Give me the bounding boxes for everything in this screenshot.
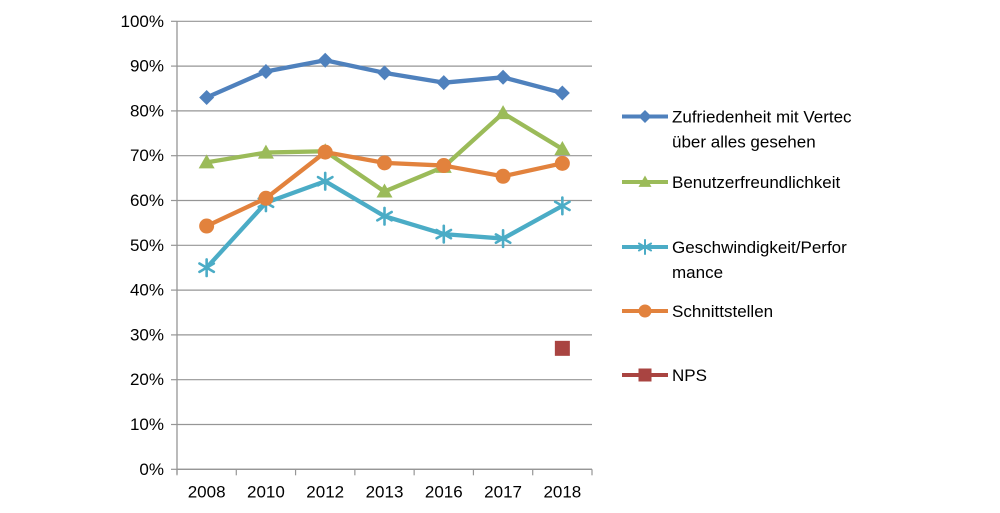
x-tick-label: 2012 [306,482,344,501]
legend-label-geschwindigkeit: Geschwindigkeit/Perfor [672,238,847,257]
legend-marker-square-icon [638,368,652,382]
axes [171,20,593,476]
y-tick-label: 40% [130,281,164,300]
data-point-benutzerfreundlichkeit-2010 [257,144,274,159]
data-point-schnittstellen-2012 [317,144,333,160]
data-point-benutzerfreundlichkeit-2013 [376,183,393,198]
data-point-geschwindigkeit-2013 [376,206,393,226]
data-point-schnittstellen-2010 [258,190,274,206]
data-point-benutzerfreundlichkeit-2008 [198,154,215,169]
asterisk-spoke [376,210,393,222]
legend-marker-diamond-icon [638,110,652,123]
series-zufriedenheit [199,52,570,105]
data-point-zufriedenheit-2016 [436,75,452,91]
legend-item-zufriedenheit: Zufriedenheit mit Vertec über alles geseh… [622,108,852,152]
legend-label-benutzerfreundlichkeit: Benutzerfreundlichkeit [672,173,840,192]
asterisk-spoke [553,200,571,212]
x-tick-label: 2008 [188,482,226,501]
x-tick-label: 2018 [543,482,581,501]
data-point-benutzerfreundlichkeit-2018 [554,140,571,155]
legend-item-geschwindigkeit: Geschwindigkeit/Perfor mance [622,238,847,282]
legend-marker-asterisk-icon [637,239,653,255]
data-point-zufriedenheit-2010 [258,63,274,79]
y-tick-label: 10% [130,415,164,434]
legend-label-zufriedenheit: Zufriedenheit mit Vertec [672,108,852,127]
data-point-geschwindigkeit-2018 [553,196,571,216]
series-nps [554,340,570,356]
x-tick-label: 2013 [366,482,404,501]
data-point-schnittstellen-2013 [377,155,392,171]
data-point-geschwindigkeit-2008 [198,258,216,278]
legend-item-benutzerfreundlichkeit: Benutzerfreundlichkeit [622,173,840,192]
y-tick-label: 90% [130,57,164,76]
data-point-geschwindigkeit-2016 [435,224,453,244]
legend-label-geschwindigkeit: mance [672,263,723,282]
legend-item-schnittstellen: Schnittstellen [622,302,773,321]
legend-label-zufriedenheit: über alles gesehen [672,133,816,152]
data-point-schnittstellen-2016 [436,158,452,174]
data-point-zufriedenheit-2017 [495,69,511,85]
series-schnittstellen [199,144,570,234]
data-point-geschwindigkeit-2017 [494,228,512,249]
y-tick-label: 50% [130,236,164,255]
legend-label-nps: NPS [672,366,707,385]
y-tick-label: 20% [130,370,164,389]
x-tick-label: 2010 [247,482,285,501]
data-point-benutzerfreundlichkeit-2017 [495,105,512,120]
data-point-schnittstellen-2017 [495,168,511,184]
data-point-zufriedenheit-2013 [377,65,392,81]
x-tick-label: 2017 [484,482,522,501]
asterisk-spoke [435,228,453,240]
asterisk-spoke [316,175,334,187]
data-point-schnittstellen-2008 [199,218,215,234]
y-tick-label: 0% [139,460,164,479]
legend: Zufriedenheit mit Vertec über alles geseh… [622,108,852,385]
legend-marker-triangle-icon [638,175,652,187]
x-tick-label: 2016 [425,482,463,501]
asterisk-spoke [637,242,653,252]
y-axis-labels: 0% 10% 20% 30% 40% 50% 60% 70% 80% 90% 100% [121,12,164,479]
asterisk-spoke [198,262,216,274]
legend-item-nps: NPS [622,366,707,385]
data-point-geschwindigkeit-2012 [316,171,334,191]
data-point-zufriedenheit-2008 [199,89,215,105]
data-point-schnittstellen-2018 [554,155,570,171]
y-tick-label: 60% [130,191,164,210]
y-tick-label: 100% [121,12,164,31]
y-tick-label: 30% [130,325,164,344]
legend-label-schnittstellen: Schnittstellen [672,302,773,321]
data-point-zufriedenheit-2018 [554,85,570,101]
y-tick-label: 70% [130,146,164,165]
x-axis-labels: 2008 2010 2012 2013 2016 2017 2018 [188,482,582,501]
legend-marker-circle-icon [638,304,652,318]
data-point-zufriedenheit-2012 [317,52,333,68]
data-point-nps-2018 [554,340,570,356]
asterisk-spoke [494,233,512,245]
y-tick-label: 80% [130,101,164,120]
